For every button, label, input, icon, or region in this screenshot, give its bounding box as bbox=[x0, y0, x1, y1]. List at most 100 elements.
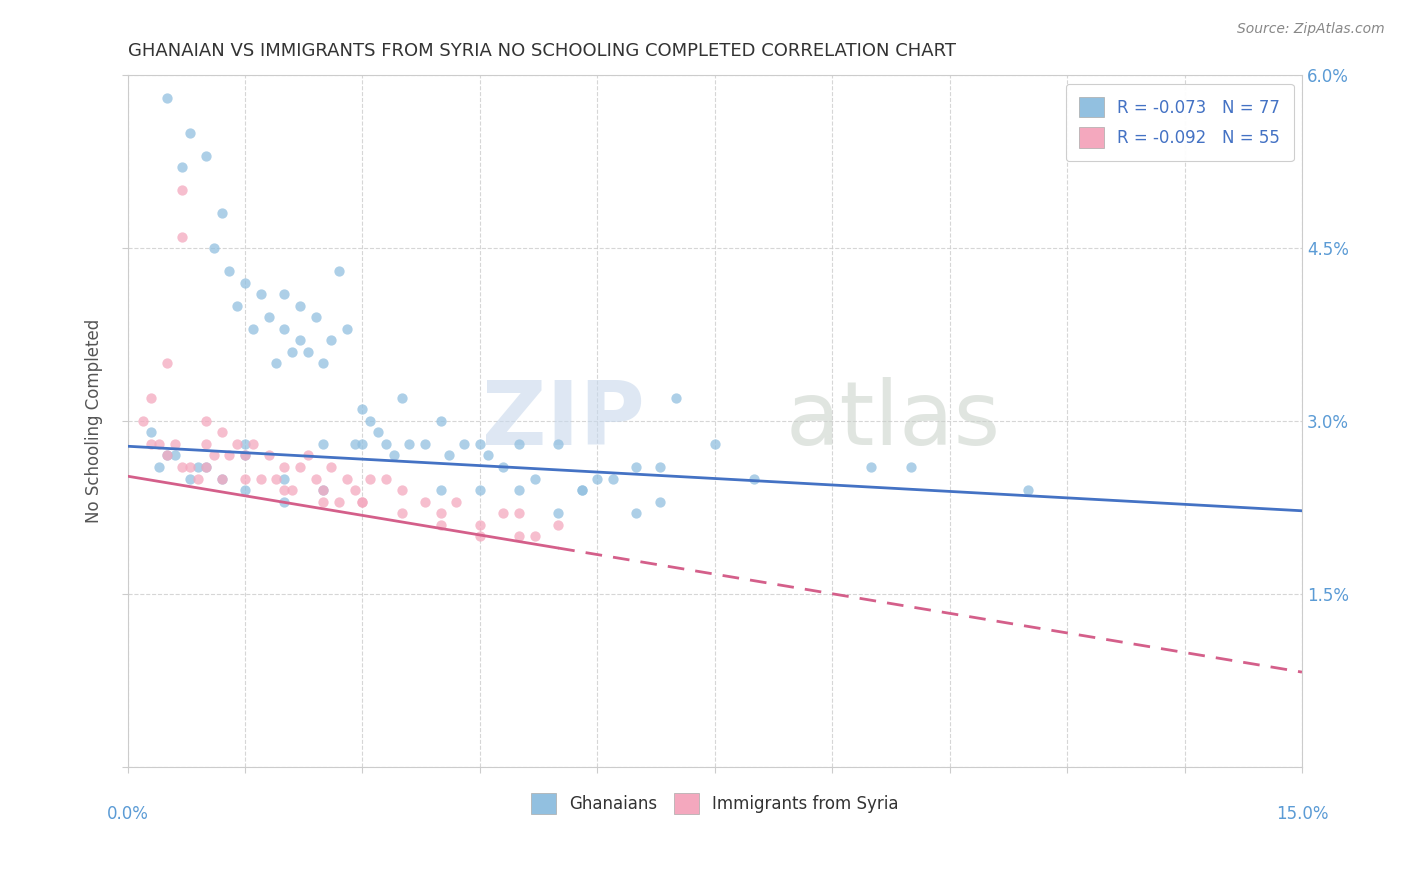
Point bbox=[328, 264, 350, 278]
Point bbox=[273, 494, 295, 508]
Point bbox=[179, 460, 201, 475]
Point bbox=[288, 460, 311, 475]
Point bbox=[477, 449, 499, 463]
Point bbox=[413, 494, 436, 508]
Point bbox=[321, 333, 343, 347]
Point bbox=[139, 437, 162, 451]
Point bbox=[304, 471, 326, 485]
Point bbox=[626, 506, 648, 520]
Point bbox=[336, 471, 359, 485]
Point bbox=[343, 483, 366, 497]
Point bbox=[398, 437, 420, 451]
Point bbox=[211, 471, 233, 485]
Point bbox=[273, 287, 295, 301]
Point bbox=[194, 460, 217, 475]
Point bbox=[900, 460, 922, 475]
Point bbox=[508, 437, 530, 451]
Point bbox=[194, 460, 217, 475]
Point bbox=[297, 344, 319, 359]
Point bbox=[860, 460, 883, 475]
Point bbox=[586, 471, 609, 485]
Point bbox=[233, 449, 256, 463]
Point bbox=[172, 183, 194, 197]
Point bbox=[446, 494, 468, 508]
Point bbox=[352, 437, 374, 451]
Y-axis label: No Schooling Completed: No Schooling Completed bbox=[86, 318, 103, 523]
Point bbox=[163, 449, 186, 463]
Point bbox=[273, 483, 295, 497]
Point bbox=[218, 264, 240, 278]
Point bbox=[547, 437, 569, 451]
Point bbox=[211, 425, 233, 440]
Point bbox=[273, 471, 295, 485]
Point bbox=[375, 437, 398, 451]
Point bbox=[665, 391, 688, 405]
Point bbox=[233, 483, 256, 497]
Point bbox=[508, 529, 530, 543]
Point bbox=[492, 460, 515, 475]
Point bbox=[352, 494, 374, 508]
Point bbox=[375, 471, 398, 485]
Point bbox=[288, 299, 311, 313]
Point bbox=[226, 437, 249, 451]
Point bbox=[202, 241, 225, 255]
Point bbox=[391, 391, 413, 405]
Point bbox=[367, 425, 389, 440]
Point bbox=[172, 161, 194, 175]
Point bbox=[468, 483, 491, 497]
Point bbox=[148, 437, 170, 451]
Point bbox=[281, 483, 304, 497]
Point bbox=[626, 460, 648, 475]
Point bbox=[547, 506, 569, 520]
Point bbox=[266, 471, 288, 485]
Point bbox=[453, 437, 475, 451]
Point bbox=[328, 494, 350, 508]
Point bbox=[468, 517, 491, 532]
Text: Source: ZipAtlas.com: Source: ZipAtlas.com bbox=[1237, 22, 1385, 37]
Point bbox=[742, 471, 765, 485]
Point bbox=[288, 333, 311, 347]
Point bbox=[352, 494, 374, 508]
Point bbox=[312, 356, 335, 370]
Point bbox=[359, 471, 381, 485]
Point bbox=[187, 460, 209, 475]
Point bbox=[242, 437, 264, 451]
Point bbox=[218, 449, 240, 463]
Text: 0.0%: 0.0% bbox=[107, 805, 149, 823]
Point bbox=[211, 471, 233, 485]
Point bbox=[273, 460, 295, 475]
Point bbox=[139, 425, 162, 440]
Point bbox=[148, 460, 170, 475]
Point bbox=[312, 483, 335, 497]
Point bbox=[312, 437, 335, 451]
Point bbox=[429, 506, 451, 520]
Point bbox=[413, 437, 436, 451]
Point bbox=[648, 494, 671, 508]
Point bbox=[492, 506, 515, 520]
Point bbox=[382, 449, 405, 463]
Point bbox=[429, 414, 451, 428]
Point bbox=[249, 471, 271, 485]
Point bbox=[468, 437, 491, 451]
Point bbox=[257, 449, 280, 463]
Point bbox=[1017, 483, 1039, 497]
Point bbox=[242, 322, 264, 336]
Point bbox=[156, 449, 179, 463]
Point bbox=[321, 460, 343, 475]
Point bbox=[249, 287, 271, 301]
Point bbox=[343, 437, 366, 451]
Point bbox=[156, 449, 179, 463]
Point bbox=[139, 391, 162, 405]
Legend: Ghanaians, Immigrants from Syria: Ghanaians, Immigrants from Syria bbox=[524, 787, 905, 821]
Point bbox=[336, 322, 359, 336]
Point bbox=[233, 437, 256, 451]
Text: atlas: atlas bbox=[785, 377, 1000, 465]
Point bbox=[508, 483, 530, 497]
Point bbox=[571, 483, 593, 497]
Text: 15.0%: 15.0% bbox=[1275, 805, 1329, 823]
Point bbox=[429, 483, 451, 497]
Point bbox=[391, 483, 413, 497]
Point bbox=[312, 494, 335, 508]
Point bbox=[179, 126, 201, 140]
Point bbox=[648, 460, 671, 475]
